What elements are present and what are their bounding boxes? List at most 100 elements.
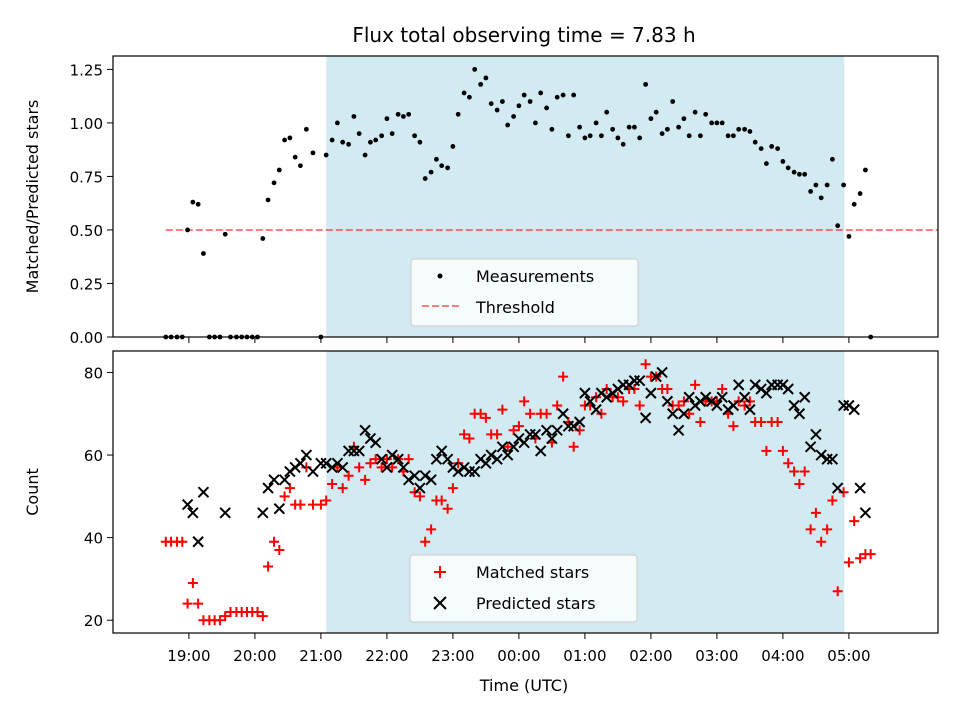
matched-star-point bbox=[662, 383, 673, 394]
matched-star-point bbox=[855, 553, 866, 564]
measurement-point bbox=[439, 163, 445, 169]
predicted-star-point bbox=[672, 424, 685, 436]
predicted-star-point bbox=[268, 474, 280, 486]
matched-star-point bbox=[618, 396, 629, 407]
matched-star-point bbox=[827, 495, 838, 506]
y-tick-label: 60 bbox=[84, 447, 103, 465]
predicted-star-point bbox=[262, 482, 274, 494]
matched-star-point bbox=[805, 524, 816, 535]
measurement-point bbox=[599, 133, 604, 139]
matched-star-point bbox=[761, 445, 772, 456]
predicted-star-point bbox=[584, 395, 596, 408]
measurement-point bbox=[846, 233, 852, 239]
predicted-star-point bbox=[257, 507, 269, 519]
predicted-star-point bbox=[732, 379, 745, 391]
matched-star-point bbox=[640, 359, 651, 370]
predicted-star-point bbox=[557, 408, 569, 420]
predicted-star-point bbox=[760, 387, 773, 399]
axes-frame-top bbox=[112, 55, 939, 338]
measurement-point bbox=[802, 171, 808, 177]
matched-star-point bbox=[321, 495, 332, 506]
x-tick-label: 04:00 bbox=[761, 647, 804, 665]
chart-title: Flux total observing time = 7.83 h bbox=[352, 23, 695, 47]
measurement-point bbox=[863, 167, 868, 173]
measurement-point bbox=[346, 141, 352, 147]
measurement-point bbox=[587, 133, 593, 139]
matched-star-point bbox=[838, 487, 849, 498]
predicted-star-point bbox=[485, 449, 497, 461]
predicted-star-point bbox=[402, 474, 415, 486]
measurement-point bbox=[648, 116, 654, 122]
matched-star-point bbox=[673, 400, 684, 411]
matched-star-point bbox=[420, 536, 431, 547]
measurement-point bbox=[527, 99, 533, 104]
measurement-point bbox=[554, 94, 560, 100]
measurement-point bbox=[521, 92, 527, 98]
matched-star-point bbox=[295, 499, 306, 510]
measurement-point bbox=[566, 133, 571, 139]
predicted-star-point bbox=[452, 465, 464, 478]
predicted-star-point bbox=[534, 445, 547, 457]
measurements-panel: 0.00 0.25 0.50 0.75 1.00 1.25 Matched/Predict… bbox=[23, 55, 939, 347]
x-tick-label: 02:00 bbox=[629, 647, 672, 665]
predicted-star-point bbox=[782, 383, 794, 395]
matched-star-point bbox=[816, 536, 827, 547]
x-tick-label: 05:00 bbox=[827, 647, 870, 665]
measurement-point bbox=[665, 126, 670, 132]
matched-star-point bbox=[403, 454, 414, 465]
predicted-star-point bbox=[507, 441, 520, 453]
measurement-point bbox=[681, 116, 687, 122]
matched-star-point bbox=[376, 462, 387, 473]
measurement-point bbox=[813, 182, 819, 188]
measurement-point bbox=[478, 81, 484, 87]
predicted-star-point bbox=[278, 474, 291, 486]
measurement-point bbox=[775, 146, 781, 151]
measurement-point bbox=[698, 133, 703, 139]
predicted-star-point bbox=[738, 391, 751, 403]
predicted-star-point bbox=[336, 461, 349, 474]
legend-threshold-label: Threshold bbox=[475, 298, 555, 317]
legend-measurement-marker bbox=[437, 273, 443, 279]
matched-star-point bbox=[480, 412, 491, 423]
matched-star-point bbox=[634, 400, 645, 411]
measurement-point bbox=[455, 111, 461, 117]
measurement-point bbox=[703, 111, 709, 117]
measurement-point bbox=[604, 109, 610, 115]
matched-star-point bbox=[756, 417, 767, 428]
measurement-point bbox=[797, 171, 802, 177]
measurement-point bbox=[395, 111, 401, 117]
x-tick-label: 21:00 bbox=[299, 647, 342, 665]
legend-predicted-label: Predicted stars bbox=[476, 594, 596, 613]
measurement-point bbox=[500, 99, 505, 104]
measurement-point bbox=[445, 165, 451, 171]
matched-star-point bbox=[789, 466, 800, 477]
predicted-star-point bbox=[468, 465, 481, 478]
matched-star-point bbox=[728, 421, 739, 432]
measurement-point bbox=[764, 161, 769, 166]
measurement-point bbox=[472, 66, 478, 72]
measurement-point bbox=[808, 189, 814, 194]
measurement-point bbox=[577, 124, 583, 130]
measurement-point bbox=[780, 159, 786, 164]
predicted-star-point bbox=[425, 474, 437, 486]
predicted-star-point bbox=[798, 391, 811, 403]
predicted-star-point bbox=[353, 445, 365, 457]
x-tick-label: 22:00 bbox=[365, 647, 408, 665]
measurement-point bbox=[841, 182, 847, 188]
predicted-star-point bbox=[518, 436, 530, 449]
predicted-star-point bbox=[831, 482, 844, 494]
predicted-star-point bbox=[826, 453, 839, 465]
measurement-point bbox=[379, 133, 385, 139]
measurement-point bbox=[483, 75, 489, 81]
measurement-point bbox=[276, 167, 282, 173]
matched-star-point bbox=[475, 408, 486, 419]
predicted-star-point bbox=[716, 391, 728, 403]
predicted-star-point bbox=[546, 432, 558, 445]
measurement-point bbox=[323, 152, 329, 158]
predicted-star-point bbox=[859, 507, 872, 519]
y-tick-label: 0.00 bbox=[70, 329, 103, 347]
measurement-point bbox=[593, 120, 599, 126]
predicted-star-point bbox=[788, 399, 800, 412]
measurement-point bbox=[389, 131, 395, 137]
x-axis-label: Time (UTC) bbox=[479, 676, 568, 695]
